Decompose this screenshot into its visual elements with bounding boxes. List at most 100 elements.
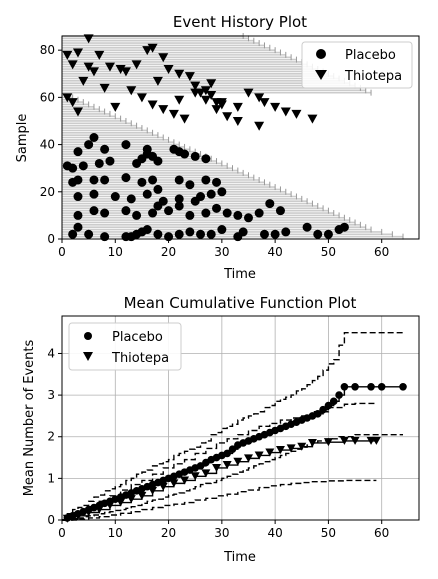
placebo-event-point: [174, 175, 184, 185]
placebo-event-point: [132, 210, 142, 220]
thiotepa-event-point: [280, 107, 291, 117]
thiotepa-event-point: [83, 62, 94, 72]
thiotepa-ci-upper: [62, 402, 377, 521]
placebo-mcf-point: [377, 382, 386, 391]
top-xtick-label: 40: [267, 245, 282, 259]
thiotepa-event-point: [243, 88, 254, 98]
placebo-event-point: [281, 227, 291, 237]
placebo-event-point: [100, 175, 110, 185]
thiotepa-event-point: [158, 105, 169, 115]
thiotepa-event-point: [174, 95, 185, 105]
bottom-xtick-label: 30: [214, 526, 229, 540]
placebo-event-point: [78, 161, 88, 171]
thiotepa-mcf-point: [84, 508, 94, 517]
top-legend-placebo: Placebo: [345, 48, 396, 63]
top-ytick-label: 60: [40, 90, 55, 104]
top-legend-circle-icon: [316, 49, 326, 59]
thiotepa-event-point: [195, 88, 206, 98]
placebo-event-point: [201, 154, 211, 164]
placebo-event-point: [206, 189, 216, 199]
thiotepa-mcf-point: [254, 451, 264, 460]
bottom-xlabel: Time: [223, 550, 256, 565]
placebo-event-point: [217, 187, 227, 197]
placebo-event-point: [259, 229, 269, 239]
placebo-event-point: [89, 133, 99, 142]
thiotepa-event-point: [99, 83, 110, 93]
top-legend-box: [301, 41, 413, 89]
thiotepa-mcf-point: [265, 448, 275, 457]
thiotepa-event-point: [163, 65, 174, 75]
thiotepa-mcf-point: [126, 495, 136, 504]
placebo-event-point: [137, 177, 147, 187]
thiotepa-event-point: [67, 60, 78, 70]
placebo-event-point: [174, 229, 184, 239]
placebo-event-point: [68, 229, 78, 239]
thiotepa-mcf-point: [275, 446, 285, 455]
thiotepa-event-point: [78, 76, 89, 86]
placebo-event-point: [110, 192, 120, 202]
top-axes-frame: [61, 35, 420, 240]
thiotepa-mcf-point: [105, 501, 115, 510]
bottom-xtick-label: 50: [321, 526, 336, 540]
thiotepa-ci-lower: [62, 479, 377, 521]
placebo-event-point: [185, 227, 195, 237]
placebo-mcf-point: [399, 382, 407, 391]
bottom-xtick-label: 20: [161, 526, 176, 540]
placebo-event-point: [153, 184, 163, 194]
placebo-mcf-point: [351, 382, 359, 391]
placebo-event-point: [238, 227, 248, 237]
top-xtick-label: 0: [58, 245, 66, 259]
top-xtick-label: 60: [374, 245, 389, 259]
thiotepa-event-point: [206, 79, 217, 89]
top-legend-thiotepa: Thiotepa: [344, 69, 402, 84]
placebo-event-point: [339, 222, 349, 232]
placebo-event-point: [196, 192, 206, 202]
bottom-x-ticks: 0 10 20 30 40 50 60: [58, 520, 389, 540]
bottom-ytick-label: 0: [47, 513, 55, 527]
placebo-event-point: [217, 225, 227, 235]
thiotepa-event-point: [147, 100, 158, 110]
placebo-event-point: [121, 206, 131, 216]
top-x-ticks: 0 10 20 30 40 50 60: [58, 239, 389, 259]
mcf-panel: Mean Cumulative Function Plot 0 10 20 30 40 5…: [22, 294, 420, 565]
thiotepa-event-point: [216, 98, 227, 108]
bottom-ytick-label: 1: [47, 471, 55, 485]
thiotepa-event-point: [222, 112, 233, 122]
thiotepa-event-point: [110, 102, 121, 112]
placebo-event-point: [148, 175, 158, 185]
placebo-event-point: [233, 210, 243, 220]
placebo-event-point: [254, 208, 264, 218]
placebo-mcf-point: [329, 397, 338, 406]
thiotepa-mcf-point: [323, 438, 333, 447]
placebo-event-point: [201, 175, 211, 185]
bottom-plot-area: [62, 331, 407, 523]
placebo-event-point: [89, 189, 99, 199]
placebo-event-point: [153, 229, 163, 239]
thiotepa-event-point: [291, 109, 302, 119]
thiotepa-mcf-point: [212, 463, 222, 472]
placebo-event-point: [100, 144, 110, 154]
thiotepa-event-point: [83, 34, 94, 44]
placebo-event-point: [126, 194, 136, 204]
placebo-ci-upper: [62, 331, 404, 521]
thiotepa-event-point: [131, 60, 142, 70]
thiotepa-event-point: [174, 69, 185, 79]
thiotepa-event-point: [190, 81, 201, 91]
thiotepa-mcf-point: [169, 479, 179, 488]
bottom-y-ticks: 0 1 2 3 4: [47, 346, 62, 527]
placebo-event-point: [212, 177, 222, 187]
placebo-mcf-point: [367, 382, 375, 391]
thiotepa-event-point: [147, 43, 158, 53]
top-ytick-label: 40: [40, 138, 55, 152]
placebo-event-point: [73, 210, 83, 220]
thiotepa-event-point: [200, 86, 211, 96]
placebo-event-point: [206, 229, 216, 239]
thiotepa-event-point: [270, 102, 281, 112]
top-ytick-label: 0: [47, 232, 55, 246]
placebo-event-point: [142, 189, 152, 199]
thiotepa-mcf-point: [137, 491, 147, 500]
placebo-event-point: [313, 229, 323, 239]
top-plot-area: [62, 33, 404, 242]
placebo-event-point: [180, 149, 190, 159]
